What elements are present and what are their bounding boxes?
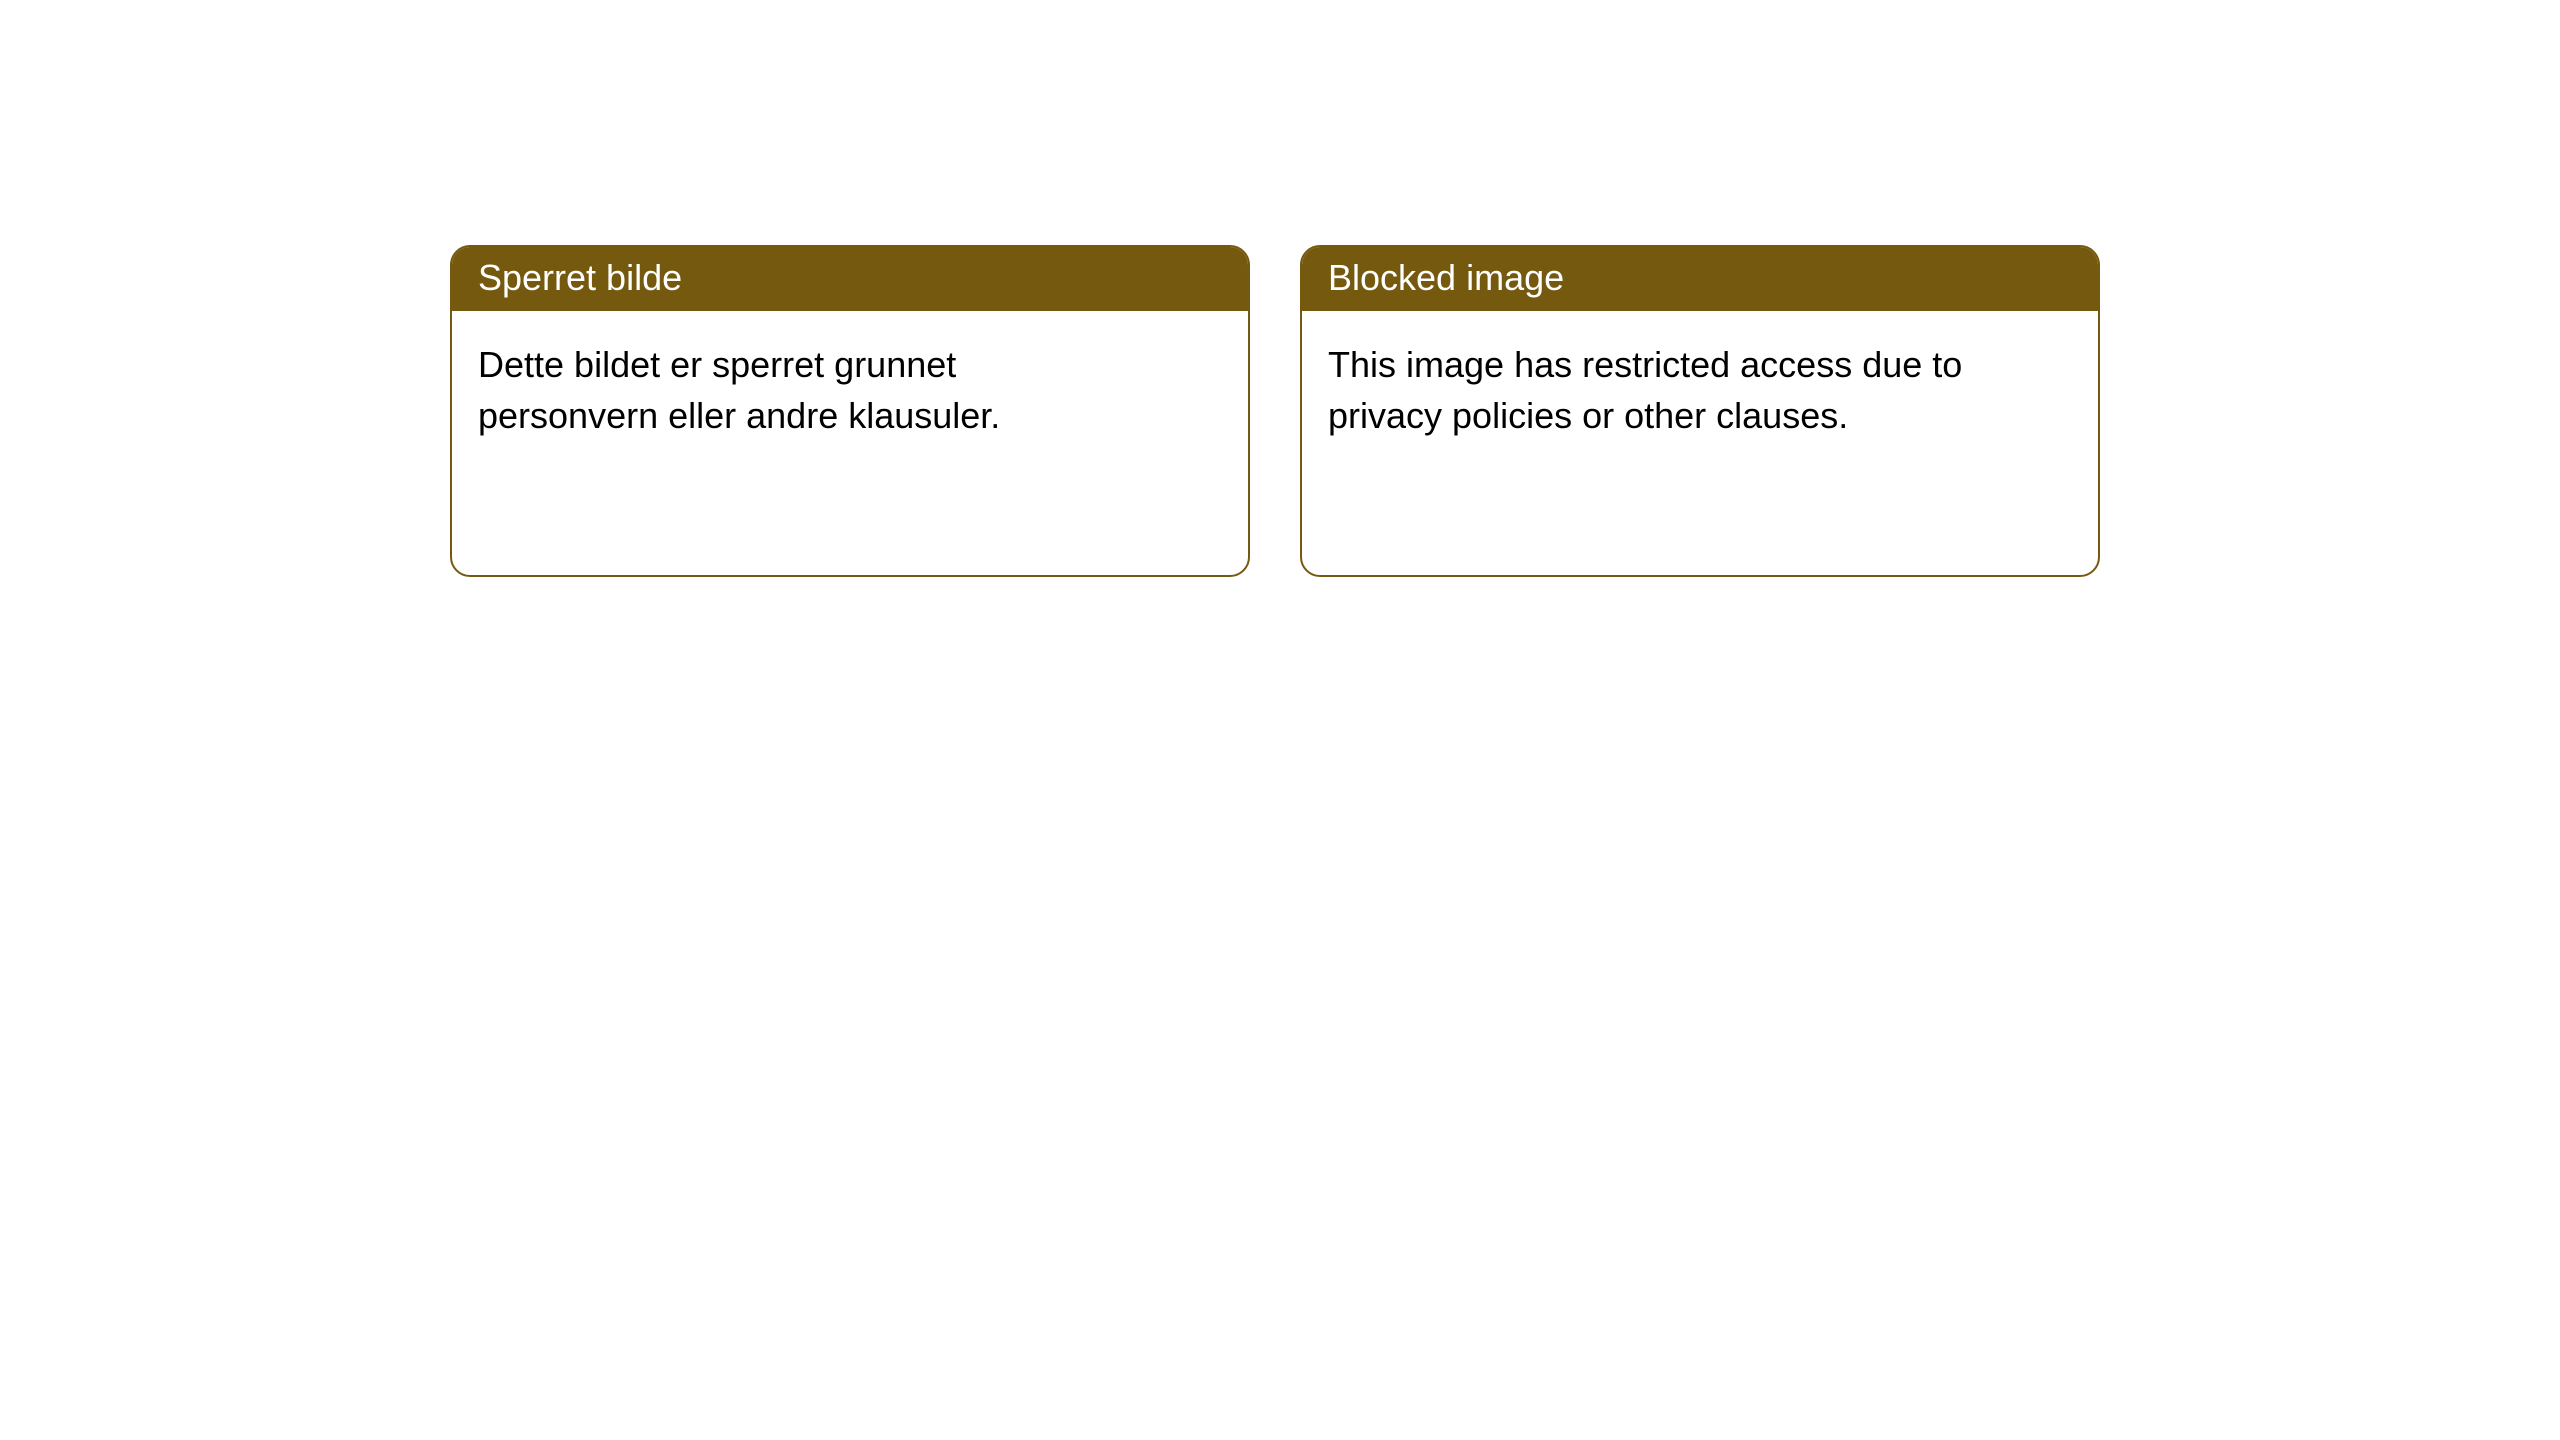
notice-message: Dette bildet er sperret grunnet personve… — [452, 311, 1152, 469]
notice-title: Blocked image — [1302, 247, 2098, 311]
notice-message: This image has restricted access due to … — [1302, 311, 2002, 469]
notice-title: Sperret bilde — [452, 247, 1248, 311]
notice-card-norwegian: Sperret bilde Dette bildet er sperret gr… — [450, 245, 1250, 577]
notices-container: Sperret bilde Dette bildet er sperret gr… — [0, 0, 2560, 577]
notice-card-english: Blocked image This image has restricted … — [1300, 245, 2100, 577]
